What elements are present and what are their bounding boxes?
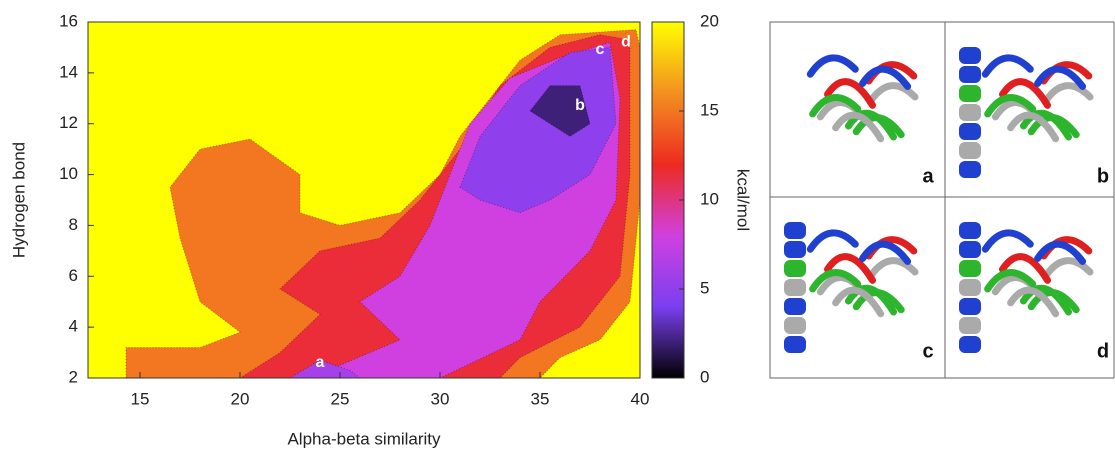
annotation: d bbox=[621, 34, 631, 51]
helix bbox=[784, 260, 806, 277]
x-tick-label: 30 bbox=[431, 389, 450, 408]
structure-image bbox=[784, 222, 915, 353]
x-tick-label: 35 bbox=[531, 389, 550, 408]
annotation: c bbox=[596, 41, 605, 58]
helix bbox=[959, 336, 981, 353]
y-tick-label: 8 bbox=[69, 215, 78, 234]
helix bbox=[959, 161, 981, 178]
colorbar-tick-label: 10 bbox=[700, 189, 719, 208]
helix bbox=[959, 85, 981, 102]
structure-image bbox=[959, 222, 1090, 353]
panel-label: c bbox=[922, 340, 933, 362]
figure: Alpha-beta similarity Hydrogen bond kcal… bbox=[0, 0, 1115, 452]
helix bbox=[959, 47, 981, 64]
panel-label: b bbox=[1097, 165, 1109, 187]
y-tick-label: 10 bbox=[59, 164, 78, 183]
helix bbox=[959, 142, 981, 159]
helix bbox=[959, 260, 981, 277]
helix bbox=[784, 298, 806, 315]
helix bbox=[784, 317, 806, 334]
colorbar-tick-label: 5 bbox=[700, 278, 709, 297]
y-tick-label: 4 bbox=[69, 317, 78, 336]
x-tick-label: 40 bbox=[631, 389, 650, 408]
colorbar-label: kcal/mol bbox=[734, 169, 753, 231]
y-tick-label: 12 bbox=[59, 113, 78, 132]
x-tick-label: 25 bbox=[331, 389, 350, 408]
colorbar-tick-label: 15 bbox=[700, 100, 719, 119]
helix bbox=[784, 222, 806, 239]
y-axis-label: Hydrogen bond bbox=[9, 142, 28, 258]
helix bbox=[784, 336, 806, 353]
helix bbox=[784, 279, 806, 296]
helix bbox=[959, 222, 981, 239]
colorbar-tick-label: 20 bbox=[700, 11, 719, 30]
helix bbox=[784, 241, 806, 258]
helix bbox=[959, 66, 981, 83]
structure-image bbox=[959, 47, 1090, 178]
x-tick-label: 15 bbox=[131, 389, 150, 408]
ribbon bbox=[985, 233, 1030, 249]
annotation: a bbox=[316, 354, 325, 371]
y-tick-label: 6 bbox=[69, 266, 78, 285]
helix bbox=[959, 317, 981, 334]
helix bbox=[959, 279, 981, 296]
helix bbox=[959, 123, 981, 140]
structure-image bbox=[810, 58, 915, 139]
y-tick-label: 16 bbox=[59, 11, 78, 30]
helix bbox=[959, 104, 981, 121]
helix bbox=[959, 298, 981, 315]
annotation: b bbox=[575, 97, 585, 114]
x-tick-label: 20 bbox=[231, 389, 250, 408]
y-tick-label: 14 bbox=[59, 62, 78, 81]
panel-label: d bbox=[1097, 340, 1109, 362]
helix bbox=[959, 241, 981, 258]
structure-panels bbox=[770, 22, 1114, 378]
ribbon bbox=[810, 233, 855, 249]
x-axis-label: Alpha-beta similarity bbox=[287, 429, 441, 448]
ribbon bbox=[985, 58, 1030, 74]
colorbar-tick-label: 0 bbox=[700, 367, 709, 386]
panel-label: a bbox=[922, 165, 934, 187]
ribbon bbox=[810, 58, 855, 74]
y-tick-label: 2 bbox=[69, 367, 78, 386]
